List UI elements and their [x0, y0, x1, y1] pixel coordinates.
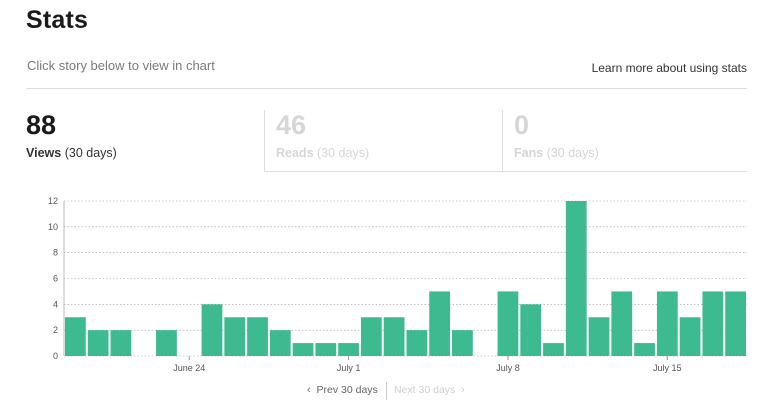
bar [520, 304, 542, 356]
bar [201, 304, 223, 356]
bar [87, 330, 109, 356]
views-period: (30 days) [64, 146, 117, 160]
page-title: Stats [26, 6, 89, 34]
y-tick-label: 8 [53, 248, 58, 258]
views-bar-chart: 0 2 4 6 8 10 12 June 24 July 1 July 8 July 15 [48, 196, 747, 373]
bar [611, 291, 633, 356]
views-count: 88 [26, 110, 57, 140]
next-label: Next 30 days [394, 384, 456, 396]
bar [543, 343, 564, 356]
reads-count: 46 [276, 110, 307, 140]
bar [65, 317, 86, 356]
bar [656, 291, 678, 356]
learn-more-link[interactable]: Learn more about using stats [591, 61, 747, 75]
x-tick-label: June 24 [173, 363, 205, 373]
bar [565, 201, 587, 356]
bar [429, 291, 451, 356]
y-tick-label: 2 [53, 325, 58, 335]
reads-label-text: Reads [276, 146, 314, 160]
bar [452, 330, 473, 356]
bar [497, 291, 519, 356]
x-tick-label: July 8 [496, 363, 520, 373]
y-tick-label: 10 [48, 222, 58, 232]
bar [588, 317, 610, 356]
fans-count: 0 [514, 110, 530, 140]
y-tick-label: 12 [48, 196, 58, 206]
bar [634, 343, 655, 356]
bar [702, 291, 724, 356]
bar [269, 330, 291, 356]
views-label: Views (30 days) [26, 146, 264, 160]
bar [360, 317, 382, 356]
page-subtitle: Click story below to view in chart [27, 58, 215, 73]
x-tick-label: July 15 [653, 363, 682, 373]
y-tick-label: 6 [53, 274, 58, 284]
chart-pager: ‹ Prev 30 days Next 30 days › [0, 382, 768, 400]
bar [725, 291, 746, 356]
next-30-days-button: Next 30 days › [394, 384, 465, 396]
fans-label: Fans (30 days) [514, 146, 747, 160]
chevron-right-icon: › [461, 384, 465, 396]
tab-fans[interactable]: 0 Fans (30 days) [502, 110, 747, 172]
bar [383, 317, 405, 356]
bar [679, 317, 701, 356]
header-divider [26, 88, 747, 89]
bar [110, 330, 132, 356]
prev-label: Prev 30 days [316, 384, 378, 396]
fans-label-text: Fans [514, 146, 544, 160]
bar [247, 317, 268, 356]
bar [292, 343, 314, 356]
bar [315, 343, 337, 356]
prev-30-days-button[interactable]: ‹ Prev 30 days [307, 384, 378, 396]
bar [224, 317, 246, 356]
bar [406, 330, 428, 356]
fans-period: (30 days) [546, 146, 599, 160]
views-label-text: Views [26, 146, 62, 160]
reads-label: Reads (30 days) [276, 146, 502, 160]
bar [156, 330, 177, 356]
bar [338, 343, 359, 356]
tab-reads[interactable]: 46 Reads (30 days) [264, 110, 502, 172]
y-tick-label: 4 [53, 299, 58, 309]
pager-divider [386, 382, 387, 400]
tab-views[interactable]: 88 Views (30 days) [26, 110, 264, 172]
reads-period: (30 days) [317, 146, 370, 160]
y-tick-label: 0 [53, 351, 58, 361]
x-tick-label: July 1 [337, 363, 361, 373]
chevron-left-icon: ‹ [307, 384, 311, 396]
